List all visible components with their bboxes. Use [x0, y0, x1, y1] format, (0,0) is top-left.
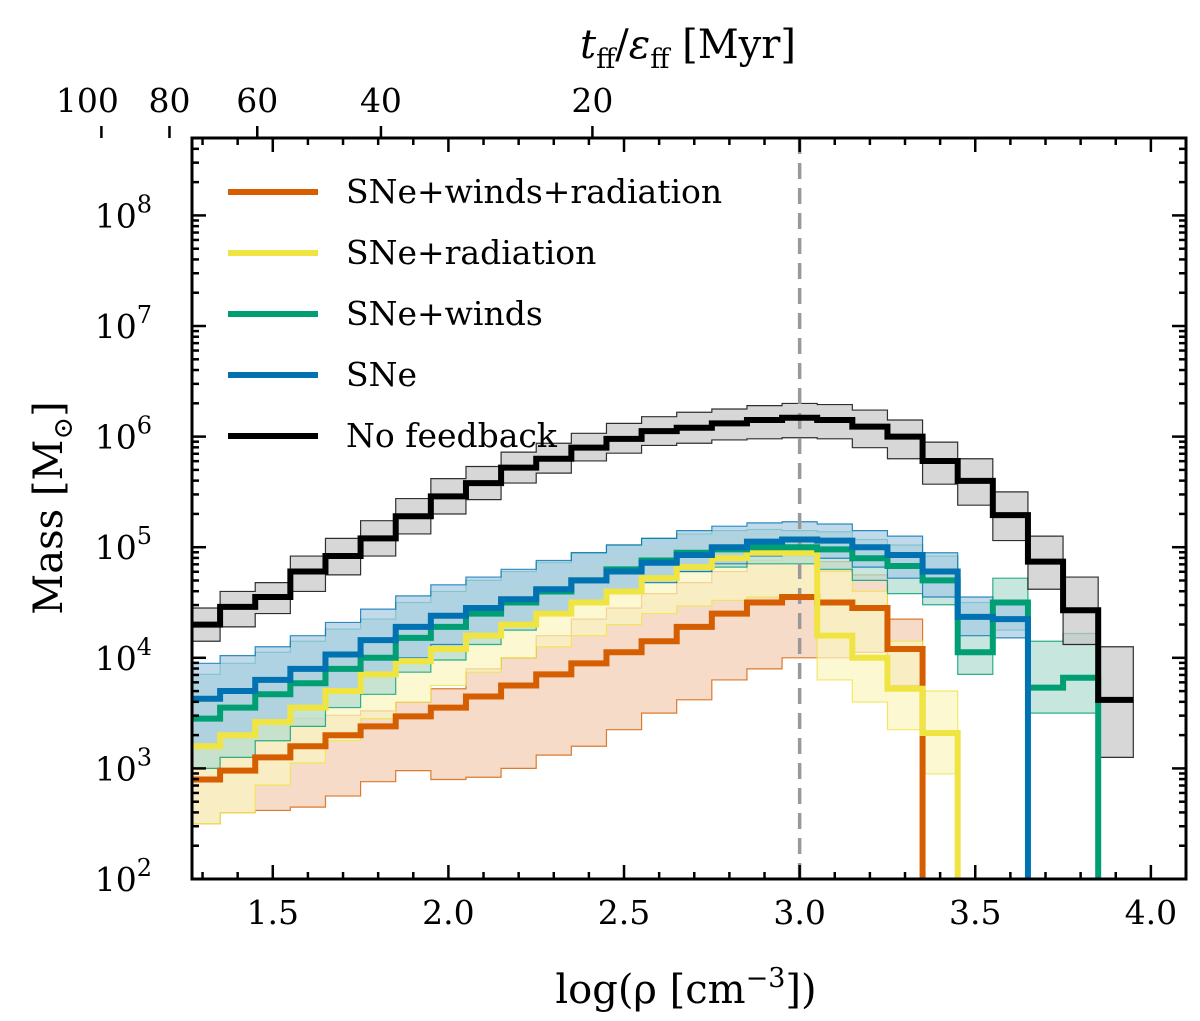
- x-tick-label: 2.5: [598, 893, 650, 932]
- y-tick-label: 108: [95, 190, 152, 235]
- no-feedback-line: [192, 414, 1134, 703]
- top-tick-label: 20: [571, 81, 613, 120]
- top-tick-label: 60: [236, 81, 278, 120]
- plot-frame: [190, 136, 1188, 881]
- x-axis-title: log(ρ [cm−3]): [555, 963, 816, 1013]
- tick-labels: 1.5 2.0 2.5 3.0 3.5 4.0 102 103 104 105 106 107 108 1…: [56, 81, 1177, 932]
- y-tick-label: 105: [95, 522, 152, 567]
- x-tick-label: 3.0: [773, 893, 825, 932]
- sne-line: [192, 536, 1031, 879]
- y-tick-label: 103: [95, 743, 152, 788]
- y-tick-label: 106: [95, 412, 152, 457]
- top-tick-label: 100: [56, 81, 119, 120]
- y-tick-label: 107: [95, 301, 152, 346]
- top-tick-label: 80: [148, 81, 190, 120]
- top-axis-title: tff/εff [Myr]: [580, 22, 796, 75]
- x-tick-label: 1.5: [247, 893, 299, 932]
- y-tick-label: 102: [95, 854, 152, 899]
- legend: SNe+winds+radiation SNe+radiation SNe+wind…: [228, 172, 722, 455]
- legend-label: No feedback: [346, 416, 558, 455]
- legend-label: SNe+winds+radiation: [346, 172, 722, 211]
- x-tick-label: 2.0: [422, 893, 474, 932]
- sne-radiation-line: [192, 549, 961, 879]
- top-tick-label: 40: [360, 81, 402, 120]
- no-feedback-band: [192, 402, 1134, 758]
- x-tick-label: 3.5: [949, 893, 1001, 932]
- legend-label: SNe: [346, 355, 417, 394]
- x-tick-label: 4.0: [1125, 893, 1177, 932]
- legend-label: SNe+winds: [346, 294, 543, 333]
- series-lines: [192, 414, 1134, 879]
- y-axis-title: Mass [M⊙]: [26, 401, 79, 614]
- legend-label: SNe+radiation: [346, 233, 596, 272]
- y-tick-label: 104: [95, 633, 152, 678]
